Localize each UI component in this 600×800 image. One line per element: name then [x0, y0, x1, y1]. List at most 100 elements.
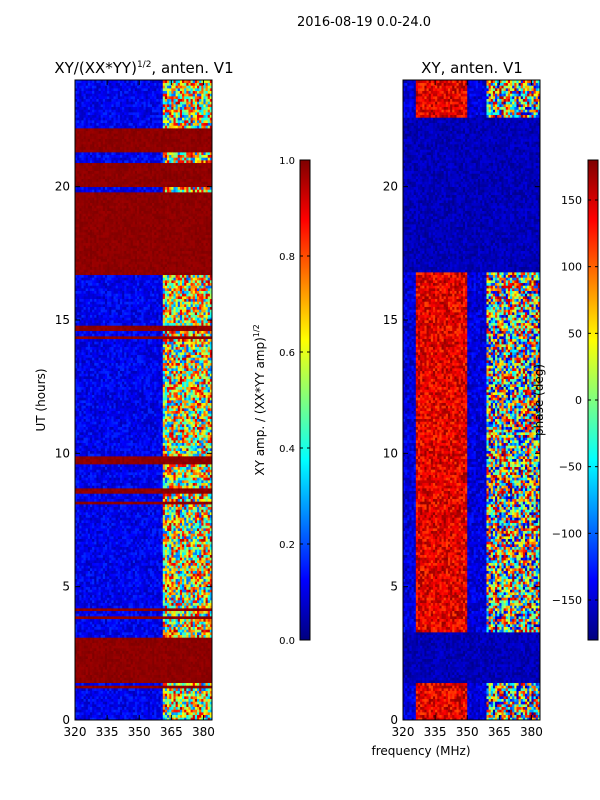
heatmap-cell: [132, 538, 136, 542]
heatmap-cell: [94, 632, 97, 636]
heatmap-cell: [89, 530, 93, 534]
heatmap-cell: [152, 650, 155, 654]
heatmap-cell: [171, 562, 174, 566]
heatmap-cell: [177, 648, 181, 652]
heatmap-cell: [177, 549, 181, 553]
heatmap-cell: [199, 514, 202, 518]
heatmap-cell: [145, 565, 149, 569]
heatmap-cell: [143, 642, 146, 646]
heatmap-cell: [190, 554, 194, 558]
heatmap-cell: [79, 672, 82, 676]
heatmap-cell: [98, 594, 102, 598]
heatmap-cell: [115, 538, 119, 542]
heatmap-cell: [179, 602, 183, 606]
heatmap-cell: [109, 530, 112, 534]
heatmap-cell: [158, 664, 161, 668]
heatmap-cell: [197, 658, 200, 662]
heatmap-cell: [203, 533, 206, 537]
heatmap-cell: [190, 584, 194, 588]
heatmap-cell: [209, 685, 213, 689]
heatmap-cell: [134, 632, 138, 636]
heatmap-cell: [115, 666, 119, 670]
heatmap-cell: [102, 517, 106, 521]
heatmap-cell: [169, 717, 172, 721]
heatmap-cell: [141, 677, 144, 681]
heatmap-cell: [111, 576, 114, 580]
heatmap-cell: [85, 706, 89, 710]
heatmap-cell: [132, 653, 136, 657]
heatmap-cell: [81, 621, 84, 625]
heatmap-cell: [184, 578, 187, 582]
heatmap-cell: [201, 693, 204, 697]
heatmap-cell: [171, 520, 174, 524]
heatmap-cell: [194, 578, 198, 582]
heatmap-cell: [182, 677, 185, 681]
heatmap-cell: [89, 552, 93, 556]
heatmap-cell: [158, 653, 161, 657]
heatmap-cell: [154, 600, 157, 604]
heatmap-cell: [126, 677, 129, 681]
heatmap-cell: [203, 546, 206, 550]
heatmap-cell: [194, 586, 198, 590]
heatmap-cell: [194, 616, 198, 620]
heatmap-cell: [145, 618, 149, 622]
heatmap-cell: [85, 664, 89, 668]
heatmap-cell: [147, 661, 151, 665]
heatmap-cell: [75, 522, 78, 526]
heatmap-cell: [186, 642, 189, 646]
heatmap-cell: [143, 520, 146, 524]
heatmap-cell: [139, 624, 142, 628]
heatmap-cell: [117, 658, 121, 662]
heatmap-cell: [143, 525, 146, 529]
heatmap-cell: [115, 653, 119, 657]
heatmap-cell: [111, 666, 114, 670]
heatmap-cell: [137, 589, 140, 593]
heatmap-cell: [134, 586, 138, 590]
heatmap-cell: [188, 634, 191, 638]
heatmap-cell: [128, 610, 132, 614]
heatmap-cell: [100, 586, 104, 590]
heatmap-cell: [139, 586, 142, 590]
heatmap-cell: [98, 677, 102, 681]
heatmap-cell: [169, 632, 172, 636]
heatmap-cell: [156, 634, 159, 638]
heatmap-cell: [192, 536, 196, 540]
heatmap-cell: [92, 690, 95, 694]
heatmap-cell: [171, 536, 174, 540]
heatmap-cell: [190, 530, 194, 534]
heatmap-cell: [115, 568, 119, 572]
heatmap-cell: [132, 680, 136, 684]
heatmap-cell: [207, 688, 211, 692]
heatmap-cell: [143, 666, 146, 670]
heatmap-cell: [194, 538, 198, 542]
heatmap-cell: [92, 640, 95, 644]
heatmap-cell: [158, 650, 161, 654]
heatmap-cell: [79, 696, 82, 700]
heatmap-cell: [124, 616, 127, 620]
heatmap-cell: [145, 664, 149, 668]
heatmap-cell: [149, 549, 153, 553]
heatmap-cell: [177, 616, 181, 620]
heatmap-cell: [164, 533, 168, 537]
heatmap-cell: [167, 584, 170, 588]
heatmap-cell: [192, 632, 196, 636]
heatmap-cell: [167, 696, 170, 700]
heatmap-cell: [164, 597, 168, 601]
heatmap-cell: [160, 693, 164, 697]
heatmap-cell: [158, 581, 161, 585]
heatmap-cell: [203, 672, 206, 676]
heatmap-cell: [162, 525, 166, 529]
heatmap-cell: [89, 706, 93, 710]
heatmap-cell: [147, 517, 151, 521]
heatmap-cell: [89, 645, 93, 649]
heatmap-cell: [79, 680, 82, 684]
heatmap-cell: [94, 554, 97, 558]
heatmap-cell: [182, 517, 185, 521]
heatmap-cell: [89, 704, 93, 708]
heatmap-cell: [158, 674, 161, 678]
heatmap-cell: [179, 568, 183, 572]
heatmap-cell: [77, 642, 80, 646]
heatmap-cell: [89, 688, 93, 692]
heatmap-cell: [194, 554, 198, 558]
heatmap-cell: [81, 613, 84, 617]
